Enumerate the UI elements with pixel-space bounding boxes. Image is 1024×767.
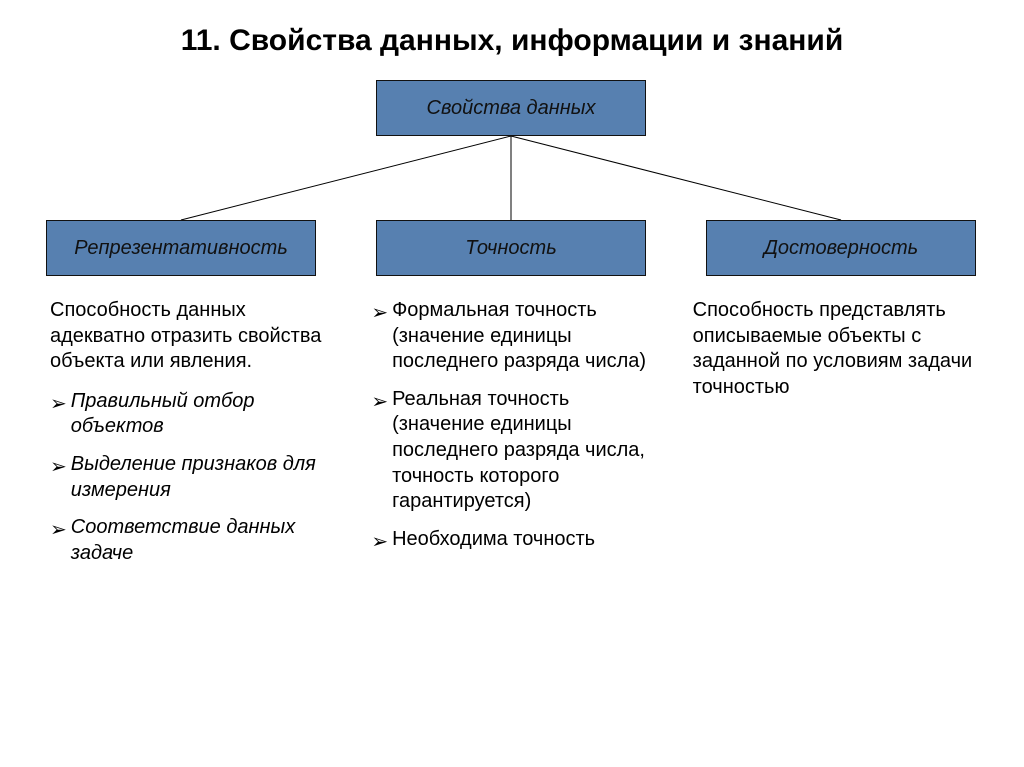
slide: 11. Свойства данных, информации и знаний… [0,0,1024,767]
bullet-text: Реальная точность (значение единицы посл… [392,387,653,515]
column-1: Способность данных адекватно отразить св… [50,298,331,578]
bullet-icon: ➢ [50,518,67,544]
slide-title: 11. Свойства данных, информации и знаний [46,24,978,58]
node-child-1: Репрезентативность [46,220,316,276]
node-child-3: Достоверность [706,220,976,276]
node-child-1-label: Репрезентативность [74,237,288,260]
list-item: ➢ Правильный отбор объектов [50,389,331,440]
list-item: ➢ Необходима точность [371,527,652,556]
tree-diagram: Свойства данных Репрезентативность Точно… [46,80,978,280]
bullet-text: Правильный отбор объектов [71,389,332,440]
column-2: ➢ Формальная точность (значение единицы … [371,298,652,578]
bullet-text: Выделение признаков для измерения [71,452,332,503]
bullet-icon: ➢ [371,390,388,416]
bullet-icon: ➢ [50,455,67,481]
list-item: ➢ Выделение признаков для измерения [50,452,331,503]
node-child-3-label: Достоверность [764,237,918,260]
list-item: ➢ Соответствие данных задаче [50,515,331,566]
node-child-2: Точность [376,220,646,276]
list-item: ➢ Реальная точность (значение единицы по… [371,387,652,515]
node-root-label: Свойства данных [427,97,596,120]
bullet-text: Необходима точность [392,527,595,553]
columns: Способность данных адекватно отразить св… [46,298,978,578]
node-root: Свойства данных [376,80,646,136]
bullet-text: Формальная точность (значение единицы по… [392,298,653,375]
bullet-text: Соответствие данных задаче [71,515,332,566]
bullet-icon: ➢ [371,301,388,327]
column-3: Способность представлять описываемые объ… [693,298,974,578]
list-item: ➢ Формальная точность (значение единицы … [371,298,652,375]
bullet-icon: ➢ [50,392,67,418]
col1-lead: Способность данных адекватно отразить св… [50,298,331,375]
bullet-icon: ➢ [371,530,388,556]
col3-lead: Способность представлять описываемые объ… [693,298,974,400]
node-child-2-label: Точность [465,237,556,260]
